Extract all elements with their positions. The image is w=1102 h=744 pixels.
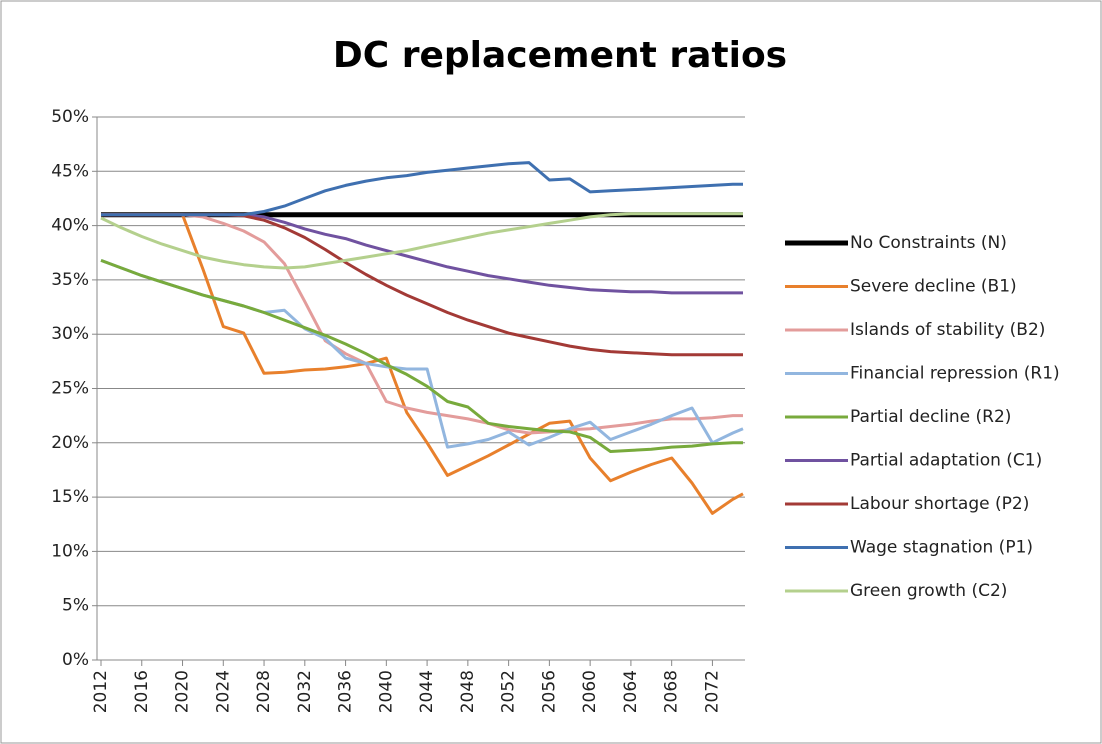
chart-title: DC replacement ratios [333, 35, 787, 76]
legend-label: Islands of stability (B2) [850, 320, 1045, 340]
series-line [100, 258, 743, 453]
series-line [100, 212, 743, 270]
legend-label: Severe decline (B1) [850, 277, 1017, 297]
x-tick-label: 2040 [376, 670, 396, 713]
x-tick-label: 2036 [336, 670, 356, 713]
y-tick-label: 30% [51, 324, 89, 344]
x-tick-label: 2012 [91, 670, 111, 713]
y-tick-label: 10% [51, 541, 89, 561]
x-tick-label: 2064 [621, 670, 641, 713]
y-tick-label: 45% [51, 161, 89, 181]
legend-label: Partial decline (R2) [850, 407, 1011, 427]
x-tick-label: 2032 [295, 670, 315, 713]
y-tick-label: 5% [62, 596, 89, 616]
x-tick-label: 2052 [499, 670, 519, 713]
legend-label: Financial repression (R1) [850, 364, 1060, 384]
y-tick-label: 15% [51, 487, 89, 507]
legend-label: Green growth (C2) [850, 581, 1007, 601]
x-tick-label: 2044 [417, 670, 437, 713]
y-tick-label: 25% [51, 379, 89, 399]
y-tick-label: 20% [51, 433, 89, 453]
x-tick-label: 2068 [662, 670, 682, 713]
legend-label: Labour shortage (P2) [850, 494, 1029, 514]
series-line [101, 213, 743, 435]
y-tick-label: 35% [51, 270, 89, 290]
y-tick-label: 0% [62, 650, 89, 670]
x-tick-label: 2048 [458, 670, 478, 713]
y-tick-label: 40% [51, 216, 89, 236]
x-tick-label: 2024 [213, 670, 233, 713]
x-tick-label: 2016 [132, 670, 152, 713]
series-line [101, 213, 744, 515]
x-tick-label: 2072 [702, 670, 722, 713]
series-line [101, 161, 743, 217]
x-tick-label: 2020 [173, 670, 193, 713]
legend-label: No Constraints (N) [850, 233, 1007, 253]
x-tick-label: 2060 [580, 670, 600, 713]
legend-label: Wage stagnation (P1) [850, 538, 1033, 558]
y-tick-label: 50% [51, 107, 89, 127]
x-tick-label: 2028 [254, 670, 274, 713]
legend-label: Partial adaptation (C1) [850, 451, 1042, 471]
x-tick-label: 2056 [539, 670, 559, 713]
